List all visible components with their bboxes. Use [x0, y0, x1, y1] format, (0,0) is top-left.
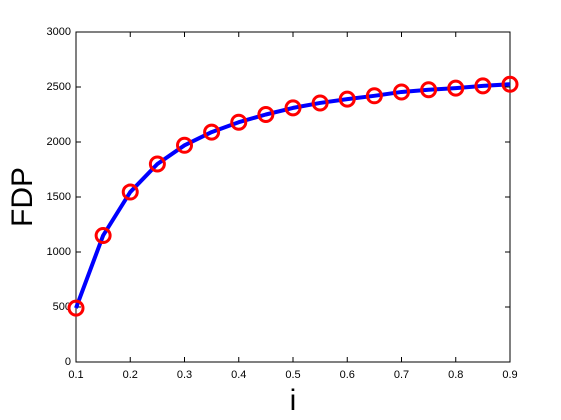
point-marker: [257, 106, 275, 123]
point-marker: [121, 183, 139, 201]
x-axis-label: i: [290, 384, 297, 417]
x-tick-label: 0.2: [123, 369, 138, 381]
point-marker: [447, 79, 465, 97]
point-marker: [67, 299, 85, 317]
plot-frame: [75, 31, 511, 363]
point-marker: [148, 155, 166, 173]
point-marker: [501, 75, 519, 93]
x-tick-label: 0.6: [340, 369, 355, 381]
point-marker: [338, 90, 356, 108]
x-tick-label: 0.4: [231, 369, 246, 381]
y-tick-label: 0: [65, 356, 71, 368]
point-marker: [94, 227, 112, 244]
point-marker: [203, 123, 221, 141]
y-tick-label: 2000: [47, 136, 71, 148]
point-marker: [284, 99, 302, 117]
point-marker: [311, 94, 329, 112]
y-tick-label: 3000: [47, 26, 71, 38]
x-tick-label: 0.7: [394, 369, 409, 381]
y-tick-label: 500: [53, 301, 71, 313]
x-tick-label: 0.9: [502, 369, 517, 381]
x-tick-label: 0.5: [285, 369, 300, 381]
point-marker: [230, 113, 248, 131]
point-marker: [393, 83, 410, 101]
y-tick-label: 1500: [47, 191, 71, 203]
point-marker: [176, 136, 193, 154]
x-tick-label: 0.8: [448, 369, 463, 381]
y-tick-label: 1000: [47, 246, 71, 258]
x-tick-label: 0.3: [177, 369, 192, 381]
y-tick-label: 2500: [47, 81, 71, 93]
point-marker: [420, 81, 438, 99]
y-axis-label: FDP: [6, 167, 39, 227]
x-tick-label: 0.1: [68, 369, 83, 381]
point-marker: [474, 77, 492, 95]
point-marker: [365, 87, 383, 105]
series-line: [74, 82, 511, 309]
